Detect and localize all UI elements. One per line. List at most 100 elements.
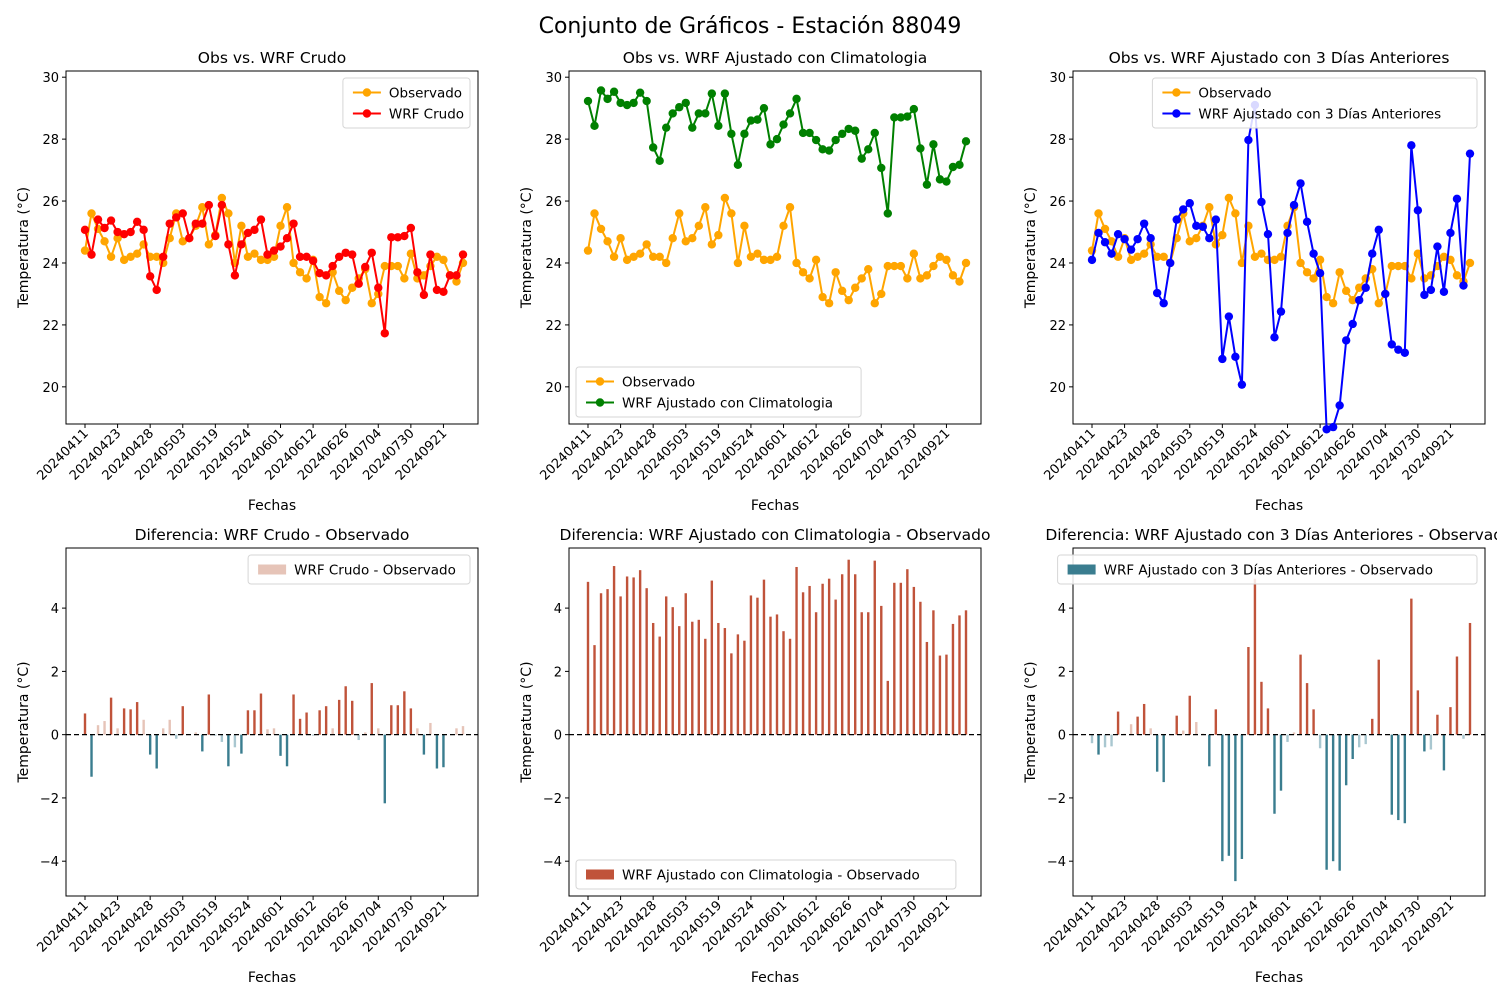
- y-tick-label: 0: [554, 729, 562, 744]
- bar: [1129, 724, 1133, 735]
- bar: [730, 653, 733, 735]
- data-point: [341, 248, 350, 257]
- bar: [769, 616, 772, 735]
- bar: [337, 699, 341, 735]
- axes-frame: [65, 547, 479, 897]
- chart-panel-1: Obs vs. WRF Crudo20222426283020240411202…: [16, 49, 479, 514]
- bar: [1227, 734, 1231, 856]
- bar: [814, 612, 818, 735]
- bar: [945, 654, 948, 735]
- data-point: [1185, 237, 1194, 246]
- data-point: [961, 137, 971, 146]
- data-point: [942, 255, 951, 265]
- data-point: [237, 240, 246, 249]
- data-point: [922, 271, 932, 280]
- chart-panel-3: Obs vs. WRF Ajustado con 3 Días Anterior…: [1023, 49, 1486, 514]
- data-point: [400, 274, 409, 283]
- bar: [168, 719, 171, 735]
- y-tick-label: 22: [545, 319, 562, 334]
- bar: [214, 734, 217, 736]
- data-point: [883, 261, 892, 271]
- bar: [756, 597, 759, 735]
- data-point: [80, 246, 90, 255]
- bar: [1344, 734, 1348, 786]
- y-tick-label: 28: [1049, 133, 1066, 148]
- bar: [665, 596, 668, 735]
- data-point: [106, 216, 116, 225]
- series-line-wrf: [587, 88, 967, 214]
- y-tick-label: 30: [1049, 71, 1066, 86]
- bar: [1410, 598, 1413, 735]
- bar: [1358, 734, 1361, 748]
- data-point: [1139, 249, 1149, 258]
- bar: [704, 638, 707, 735]
- data-point: [596, 86, 606, 95]
- data-point: [1250, 252, 1260, 261]
- data-point: [896, 113, 906, 122]
- data-point: [172, 213, 181, 222]
- data-point: [302, 252, 311, 261]
- bar: [1182, 730, 1185, 735]
- data-point: [909, 249, 919, 258]
- legend-swatch: [1067, 564, 1096, 575]
- bar: [671, 607, 674, 735]
- data-point: [1407, 274, 1416, 283]
- bar: [1175, 715, 1178, 735]
- y-axis-label: Temperatura (°C): [16, 661, 32, 783]
- bar: [324, 706, 328, 735]
- bar: [429, 722, 432, 735]
- y-axis-label: Temperatura (°C): [519, 661, 535, 783]
- bar: [899, 582, 903, 735]
- x-axis-label: Fechas: [1255, 498, 1303, 514]
- data-point: [1107, 237, 1116, 246]
- legend-marker: [1172, 109, 1181, 118]
- data-point: [779, 221, 788, 231]
- data-point: [616, 234, 625, 243]
- bar: [90, 734, 93, 777]
- data-point: [1328, 422, 1338, 432]
- bar: [1214, 709, 1218, 735]
- bar: [357, 734, 360, 741]
- data-point: [655, 156, 664, 165]
- data-point: [1257, 249, 1266, 258]
- bar: [1247, 647, 1250, 735]
- data-point: [961, 258, 971, 268]
- chart-title: Obs vs. WRF Ajustado con Climatologia: [623, 49, 928, 67]
- bar: [645, 588, 648, 735]
- data-point: [1152, 288, 1162, 298]
- data-point: [380, 329, 389, 338]
- y-tick-label: 20: [42, 381, 59, 396]
- data-point: [321, 299, 331, 308]
- bar: [847, 559, 850, 735]
- data-point: [642, 240, 651, 249]
- bar: [1331, 734, 1335, 862]
- data-point: [413, 268, 422, 277]
- data-point: [1185, 199, 1194, 208]
- data-point: [896, 261, 906, 271]
- data-point: [406, 223, 416, 233]
- data-point: [458, 250, 468, 259]
- data-point: [328, 261, 337, 271]
- bar: [1240, 734, 1244, 859]
- bar: [912, 586, 916, 735]
- data-point: [733, 258, 743, 268]
- bar: [162, 728, 165, 735]
- data-point: [1335, 268, 1344, 277]
- data-point: [929, 140, 938, 149]
- axes-frame: [568, 547, 982, 897]
- bar: [305, 712, 308, 735]
- bar: [1155, 734, 1159, 772]
- data-point: [393, 233, 403, 242]
- data-point: [1381, 289, 1390, 299]
- data-point: [237, 221, 246, 231]
- data-point: [1341, 286, 1351, 296]
- data-point: [87, 250, 96, 259]
- bar: [1449, 707, 1452, 735]
- bar: [873, 560, 876, 735]
- bar: [625, 576, 629, 735]
- data-point: [159, 252, 168, 261]
- bar: [697, 619, 700, 735]
- data-point: [864, 264, 873, 274]
- data-point: [837, 129, 847, 139]
